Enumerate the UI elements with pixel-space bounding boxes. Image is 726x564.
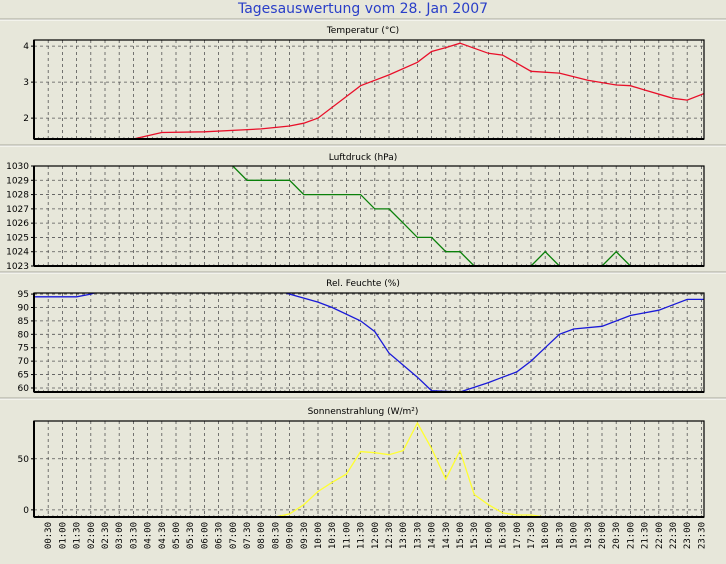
x-tick-label: 23:30 — [697, 522, 707, 549]
x-tick-label: 20:30 — [612, 522, 622, 549]
series-line-0 — [133, 42, 704, 139]
x-tick-label: 16:00 — [484, 522, 494, 549]
x-tick-label: 12:30 — [385, 522, 395, 549]
chart-title: Sonnenstrahlung (W/m²) — [308, 407, 419, 417]
y-tick-label: 1028 — [6, 191, 29, 201]
y-tick-label: 1026 — [6, 219, 29, 229]
plot-frame — [33, 292, 705, 393]
x-tick-label: 23:00 — [683, 522, 693, 549]
x-tick-label: 04:00 — [144, 522, 154, 549]
x-tick-label: 18:00 — [541, 522, 551, 549]
y-tick-label: 2 — [23, 114, 29, 124]
y-tick-label: 75 — [18, 344, 29, 354]
chart-panel-2: Rel. Feuchte (%) 60 65 70 75 80 85 90 95 — [18, 279, 705, 394]
x-tick-label: 19:30 — [584, 522, 594, 549]
x-tick-label: 12:00 — [371, 522, 381, 549]
x-tick-label: 08:00 — [257, 522, 267, 549]
y-tick-label: 4 — [23, 42, 29, 52]
x-tick-label: 11:00 — [342, 522, 352, 549]
x-tick-label: 15:30 — [470, 522, 480, 549]
x-tick-label: 17:30 — [527, 522, 537, 549]
x-tick-label: 18:30 — [555, 522, 565, 549]
chart-title: Rel. Feuchte (%) — [326, 279, 400, 289]
x-tick-label: 10:30 — [328, 522, 338, 549]
y-tick-label: 85 — [18, 317, 29, 327]
x-tick-label: 06:00 — [200, 522, 210, 549]
x-tick-label: 07:00 — [229, 522, 239, 549]
x-tick-label: 14:30 — [442, 522, 452, 549]
series-line-1 — [232, 166, 704, 266]
y-tick-label: 65 — [18, 371, 29, 381]
x-tick-label: 17:00 — [513, 522, 523, 549]
y-tick-label: 90 — [18, 303, 30, 313]
plot-frame — [33, 39, 705, 140]
x-tick-label: 22:00 — [655, 522, 665, 549]
y-tick-label: 70 — [18, 357, 30, 367]
x-tick-label: 14:00 — [428, 522, 438, 549]
x-tick-label: 13:30 — [413, 522, 423, 549]
chart-title: Luftdruck (hPa) — [329, 153, 398, 163]
x-tick-label: 00:30 — [44, 522, 54, 549]
x-tick-label: 06:30 — [215, 522, 225, 549]
chart-panel-0: Temperatur (°C) 2 3 4 — [23, 26, 705, 140]
x-tick-label: 09:00 — [286, 522, 296, 549]
x-tick-label: 05:30 — [186, 522, 196, 549]
y-tick-label: 3 — [23, 78, 29, 88]
y-tick-label: 60 — [18, 384, 30, 394]
x-tick-label: 15:00 — [456, 522, 466, 549]
x-tick-label: 10:00 — [314, 522, 324, 549]
y-tick-label: 1025 — [6, 233, 29, 243]
x-tick-label: 04:30 — [158, 522, 168, 549]
series-line-2 — [34, 293, 704, 392]
x-tick-label: 03:30 — [129, 522, 139, 549]
chart-panel-3: Sonnenstrahlung (W/m²) 0 50 — [18, 407, 705, 518]
x-tick-label: 01:30 — [73, 522, 83, 549]
y-tick-label: 1023 — [6, 262, 29, 272]
x-tick-label: 09:30 — [300, 522, 310, 549]
chart-panel-1: Luftdruck (hPa) 1023 1024 1025 1026 1027 1028 1… — [6, 153, 705, 272]
x-tick-label: 07:30 — [243, 522, 253, 549]
x-tick-label: 02:00 — [87, 522, 97, 549]
x-tick-label: 11:30 — [357, 522, 367, 549]
page-title: Tagesauswertung vom 28. Jan 2007 — [237, 1, 489, 17]
x-tick-label: 21:30 — [641, 522, 651, 549]
x-tick-label: 01:00 — [58, 522, 68, 549]
y-tick-label: 1030 — [6, 162, 29, 172]
y-tick-label: 1029 — [6, 176, 29, 186]
x-tick-label: 03:00 — [115, 522, 125, 549]
x-tick-label: 02:30 — [101, 522, 111, 549]
x-tick-label: 22:30 — [669, 522, 679, 549]
x-tick-label: 21:00 — [626, 522, 636, 549]
plot-frame — [33, 165, 705, 267]
y-tick-label: 1027 — [6, 205, 29, 215]
x-tick-label: 08:30 — [271, 522, 281, 549]
x-tick-label: 05:00 — [172, 522, 182, 549]
y-tick-label: 0 — [23, 506, 29, 516]
series-line-3 — [275, 421, 546, 517]
y-tick-label: 50 — [18, 455, 30, 465]
x-tick-label: 19:00 — [570, 522, 580, 549]
x-tick-label: 16:30 — [499, 522, 509, 549]
y-tick-label: 95 — [18, 290, 29, 300]
x-tick-label: 13:00 — [399, 522, 409, 549]
chart-title: Temperatur (°C) — [326, 26, 399, 36]
y-tick-label: 1024 — [6, 248, 29, 258]
y-tick-label: 80 — [18, 330, 30, 340]
plot-frame — [33, 420, 705, 518]
x-tick-label: 20:00 — [598, 522, 608, 549]
